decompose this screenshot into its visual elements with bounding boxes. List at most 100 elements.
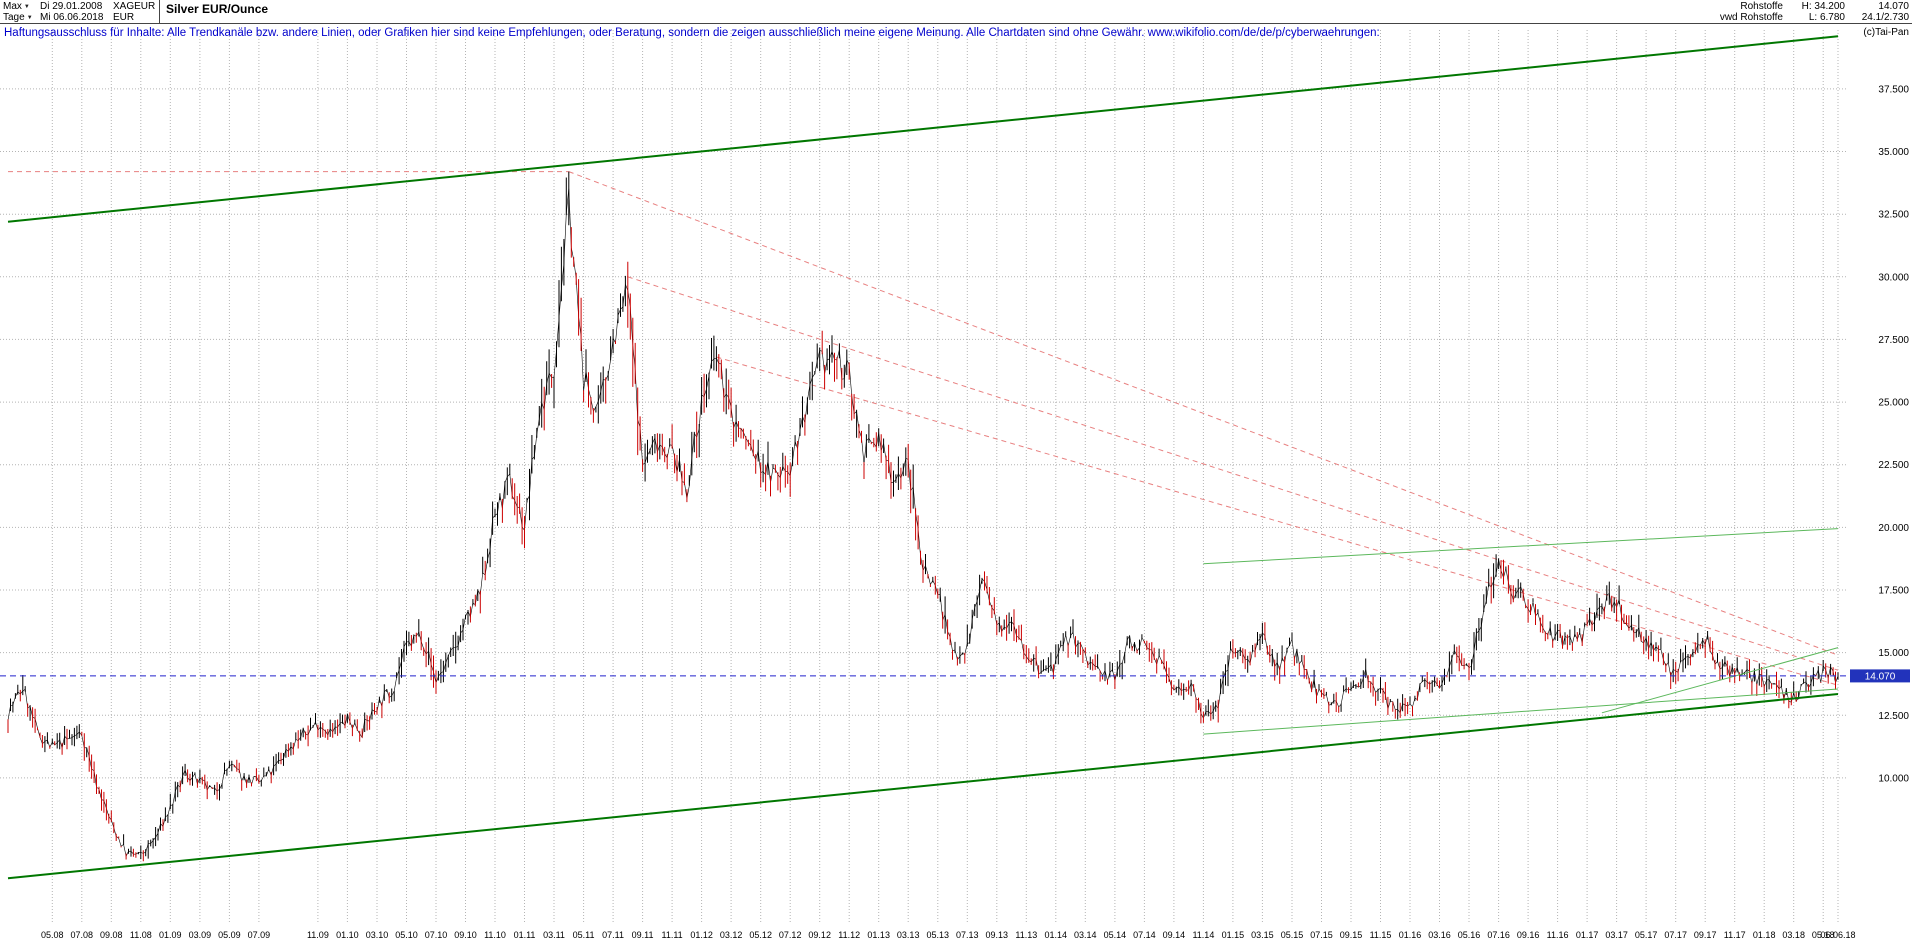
- x-axis-tick-label: 07.16: [1487, 930, 1510, 940]
- x-axis-tick-label: 03.12: [720, 930, 743, 940]
- period-dropdown-label: Tage: [3, 12, 25, 23]
- x-axis-tick-label: 07.10: [425, 930, 448, 940]
- x-axis-tick-label: 05.16: [1458, 930, 1481, 940]
- x-axis-tick-label: 01.16: [1399, 930, 1422, 940]
- x-axis-tick-label: 11.16: [1547, 930, 1569, 940]
- range-dropdown-label: Max: [3, 1, 22, 12]
- x-axis-tick-label: 03.11: [543, 930, 565, 940]
- symbol-code: XAGEUR: [113, 1, 156, 12]
- x-axis-tick-label: 05.11: [573, 930, 595, 940]
- start-date: Di 29.01.2008: [40, 1, 103, 12]
- x-axis-tick-label: 01.15: [1222, 930, 1245, 940]
- copyright-label: (c)Tai-Pan: [1863, 27, 1909, 38]
- x-axis-tick-label: 05.10: [395, 930, 418, 940]
- period-high: H: 34.200: [1801, 1, 1845, 12]
- x-axis-tick-label: 07.14: [1133, 930, 1156, 940]
- x-axis-tick-label: 03.15: [1251, 930, 1274, 940]
- x-axis-tick-label: 07.17: [1664, 930, 1687, 940]
- feed-label: vwd Rohstoffe: [1719, 12, 1783, 23]
- x-axis-tick-label: 11.12: [838, 930, 860, 940]
- x-axis-tick-label: 01.12: [690, 930, 713, 940]
- x-axis-tick-label: 11.17: [1724, 930, 1746, 940]
- x-axis-tick-label: 03.10: [366, 930, 389, 940]
- x-axis-tick-label: 07.11: [602, 930, 624, 940]
- resistance-line-downtrend-1: [568, 171, 1839, 656]
- x-axis-tick-label: 05.13: [927, 930, 950, 940]
- x-axis-tick-label: 01.11: [514, 930, 536, 940]
- x-axis-tick-label: 11.13: [1015, 930, 1037, 940]
- top-bar: Max ▼ Di 29.01.2008 XAGEUR Tage ▼ Mi 06.…: [0, 0, 1912, 24]
- x-axis-tick-label: 09.12: [808, 930, 831, 940]
- current-price-tag-label: 14.070: [1865, 671, 1896, 682]
- resistance-lines: [8, 171, 1839, 686]
- trend-line-minor-support-long: [1203, 688, 1839, 735]
- x-axis-tick-label: 11.09: [307, 930, 329, 940]
- period-low: L: 6.780: [1808, 12, 1845, 23]
- x-axis-tick-label: 05.15: [1281, 930, 1304, 940]
- x-axis-tick-label: 01.18: [1753, 930, 1776, 940]
- price-close-line: [7, 188, 1839, 858]
- chart-controls: Max ▼ Di 29.01.2008 XAGEUR Tage ▼ Mi 06.…: [0, 0, 157, 23]
- down-candles: [7, 227, 1836, 862]
- y-axis-tick-label: 27.500: [1878, 335, 1909, 346]
- x-axis-tick-label: 09.15: [1340, 930, 1363, 940]
- trend-line-minor-resistance: [1203, 528, 1839, 565]
- x-axis-tick-label: 05.17: [1635, 930, 1658, 940]
- x-axis-tick-label: 03.09: [189, 930, 212, 940]
- x-axis-tick-label: 05.14: [1104, 930, 1127, 940]
- x-axis-tick-label: 09.16: [1517, 930, 1540, 940]
- x-axis-tick-label: 09.08: [100, 930, 123, 940]
- x-axis-tick-label: 09.10: [454, 930, 477, 940]
- y-axis-tick-label: 10.000: [1878, 773, 1909, 784]
- price-chart[interactable]: 37.500 35.000 32.500 30.000 27.500 25.000 22.5…: [0, 24, 1912, 952]
- x-axis-tick-label: 03.17: [1605, 930, 1628, 940]
- chevron-down-icon: ▼: [23, 3, 30, 10]
- y-axis-tick-label: 35.000: [1878, 147, 1909, 158]
- y-axis-tick-label: 12.500: [1878, 711, 1909, 722]
- trend-line-channel-top: [7, 35, 1839, 223]
- grid-layer: [0, 30, 1846, 922]
- currency-code: EUR: [113, 12, 135, 23]
- x-axis-tick-label: 05.09: [218, 930, 241, 940]
- x-axis-tick-label: 01.17: [1576, 930, 1599, 940]
- x-axis-tick-label: 05.12: [749, 930, 772, 940]
- x-axis-tick-label: 07.09: [248, 930, 271, 940]
- quote-info: Rohstoffe H: 34.200 14.070 vwd Rohstoffe…: [1695, 0, 1912, 23]
- instrument-title: Silver EUR/Ounce: [166, 2, 269, 16]
- x-axis-tick-label: 07.12: [779, 930, 802, 940]
- x-axis-tick-label: 01.13: [867, 930, 890, 940]
- x-axis-tick-label: 01.14: [1045, 930, 1068, 940]
- range-dropdown[interactable]: Max ▼: [3, 1, 35, 12]
- x-axis-tick-label: 11.11: [662, 930, 683, 940]
- x-axis-tick-label: 01.09: [159, 930, 182, 940]
- x-axis-tick-label: 03.16: [1428, 930, 1451, 940]
- x-axis-tick-label: 11.15: [1370, 930, 1392, 940]
- x-axis-tick-label: 09.11: [632, 930, 654, 940]
- y-axis-labels: 37.500 35.000 32.500 30.000 27.500 25.000 22.5…: [1878, 84, 1909, 784]
- trend-line-minor-support-steep: [1601, 647, 1839, 714]
- candlestick-series: [7, 171, 1839, 862]
- x-axis-tick-label: 03.18: [1782, 930, 1805, 940]
- last-price: 14.070: [1878, 1, 1909, 12]
- y-axis-tick-label: 22.500: [1878, 460, 1909, 471]
- y-axis-tick-label: 17.500: [1878, 586, 1909, 597]
- x-axis-labels: 05.08 07.08 09.08 11.08 01.09 03.09 05.09 07.09…: [41, 930, 1855, 940]
- resistance-line-downtrend-2: [627, 276, 1839, 671]
- period-dropdown[interactable]: Tage ▼: [3, 12, 35, 23]
- trend-line-channel-bottom: [7, 693, 1839, 880]
- x-axis-tick-label: 05.18: [1812, 930, 1835, 940]
- y-axis-tick-label: 37.500: [1878, 84, 1909, 95]
- x-axis-tick-label: 05.08: [41, 930, 64, 940]
- x-axis-tick-label: 09.13: [986, 930, 1009, 940]
- x-axis-tick-label: 01.10: [336, 930, 359, 940]
- current-price-tag: 14.070: [1850, 669, 1910, 683]
- chart-canvas[interactable]: 37.500 35.000 32.500 30.000 27.500 25.000 22.5…: [0, 24, 1912, 952]
- x-axis-tick-label: 11.10: [484, 930, 506, 940]
- chevron-down-icon: ▼: [26, 14, 33, 21]
- trend-lines: [7, 35, 1839, 880]
- secondary-value: 24.1/2.730: [1861, 12, 1909, 23]
- x-axis-tick-label: 03.13: [897, 930, 920, 940]
- x-axis-tick-label: 11.14: [1192, 930, 1214, 940]
- resistance-line-downtrend-3: [716, 356, 1839, 686]
- y-axis-tick-label: 30.000: [1878, 272, 1909, 283]
